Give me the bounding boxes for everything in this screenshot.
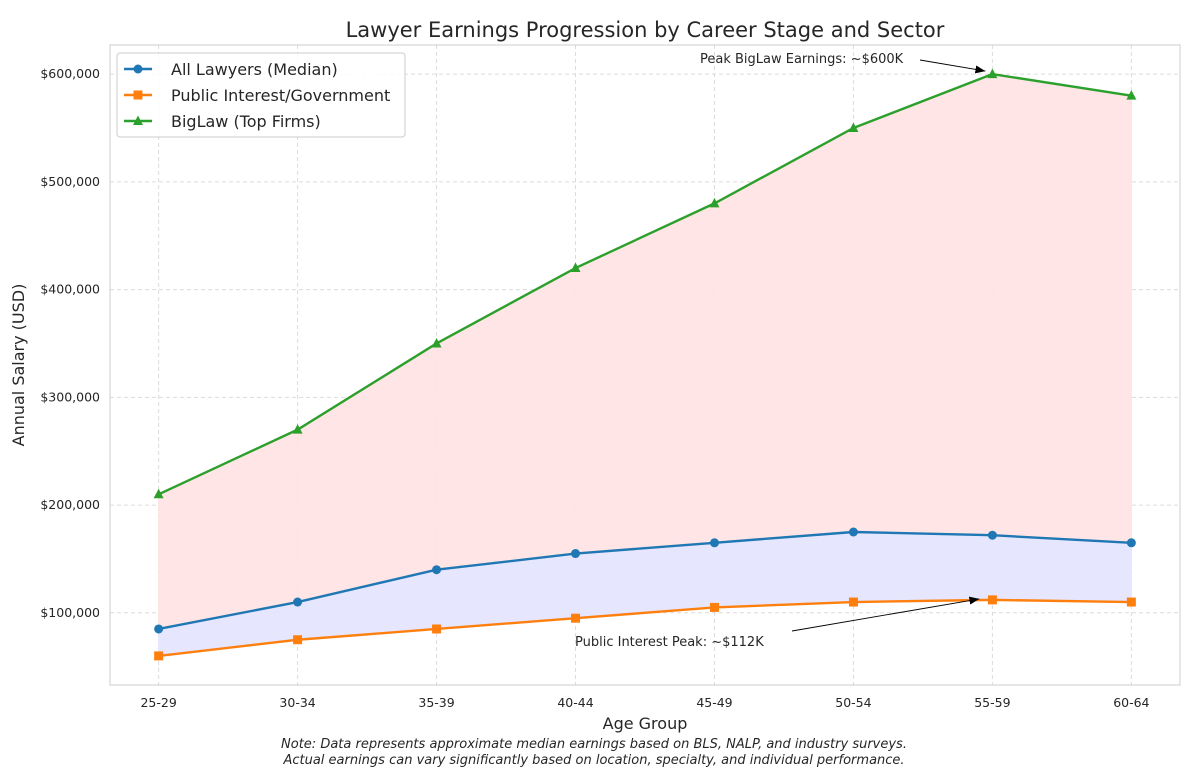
data-point [292,424,303,434]
data-point [154,651,164,661]
x-tick-label: 50-54 [835,695,871,710]
legend-marker [133,64,143,74]
legend: All Lawyers (Median) Public Interest/Gove… [116,52,406,138]
data-point [1126,538,1136,548]
x-tick-label: 60-64 [1113,695,1149,710]
y-tick-label: $100,000 [40,605,100,620]
data-point [154,624,164,634]
legend-label: Public Interest/Government [171,86,390,105]
legend-marker [133,115,143,125]
data-point [1126,90,1137,100]
y-tick-label: $300,000 [40,389,100,404]
data-point [432,565,442,575]
data-point [848,122,859,132]
x-tick-label: 55-59 [974,695,1010,710]
chart-title: Lawyer Earnings Progression by Career St… [346,18,945,42]
data-point [570,262,581,273]
data-point [709,538,719,548]
y-tick-label: $500,000 [40,174,100,189]
data-point [293,635,303,645]
data-point [1126,597,1136,607]
annotation-arrow [791,596,980,632]
y-tick-label: $400,000 [40,282,100,297]
data-point [709,602,719,612]
data-point [987,595,997,605]
data-point [987,68,998,79]
legend-label: BigLaw (Top Firms) [171,112,321,131]
data-point [571,613,581,623]
x-tick-label: 45-49 [696,695,732,710]
data-point [848,527,858,537]
data-point [432,624,442,634]
data-point [987,530,997,540]
data-point [293,597,303,607]
series-line [158,72,1132,496]
x-axis-label: Age Group [603,714,688,733]
x-tick-label: 35-39 [418,695,454,710]
plot-frame [109,44,1181,686]
x-tick-label: 30-34 [279,695,315,710]
x-tick-label: 40-44 [557,695,593,710]
data-point [431,337,442,348]
legend-label: All Lawyers (Median) [171,60,338,79]
note-line-1: Note: Data represents approximate median… [281,737,907,752]
y-tick-label: $200,000 [40,497,100,512]
annotation-arrow [919,59,986,74]
data-point [571,549,581,559]
y-tick-label: $600,000 [40,66,100,81]
legend-marker [133,90,143,100]
legend-box [116,52,406,138]
y-axis-label: Annual Salary (USD) [9,284,28,447]
data-point [709,197,720,208]
x-tick-label: 25-29 [140,695,176,710]
annotation-public-peak: Public Interest Peak: ~$112K [575,635,764,650]
data-point [848,597,858,607]
annotation-biglaw-peak: Peak BigLaw Earnings: ~$600K [700,52,904,67]
series-line [158,530,1132,631]
note-line-2: Actual earnings can vary significantly b… [282,753,904,768]
data-point [153,488,164,499]
